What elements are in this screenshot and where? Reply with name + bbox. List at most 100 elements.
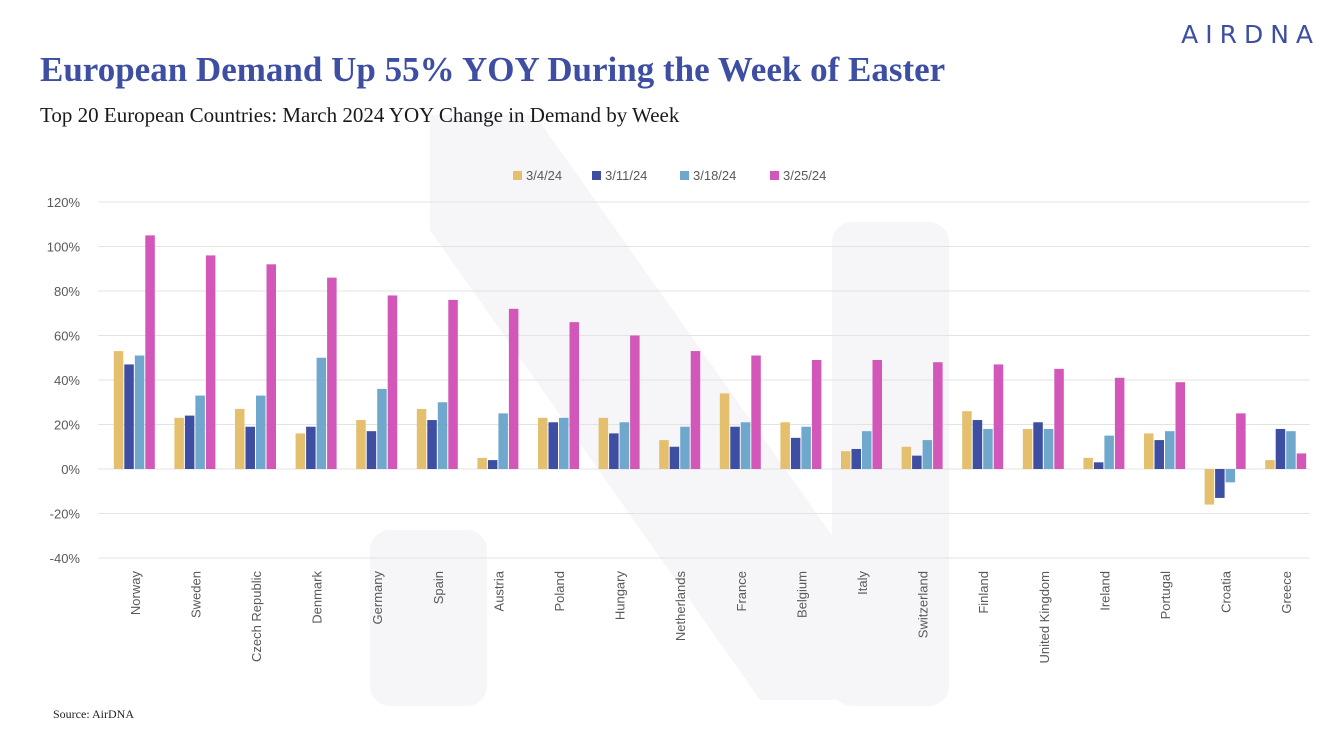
legend-swatch-3-11-24	[592, 171, 601, 180]
bar-italy-3-18-24	[862, 431, 872, 469]
y-tick-label: 40%	[54, 373, 80, 388]
legend: 3/4/24 3/11/24 3/18/24 3/25/24	[513, 168, 826, 183]
bar-portugal-3-4-24	[1144, 433, 1154, 469]
bar-norway-3-25-24	[145, 235, 155, 469]
bar-sweden-3-25-24	[205, 255, 216, 469]
bar-finland-3-4-24	[962, 411, 972, 469]
x-tick-label-germany: Germany	[370, 571, 385, 625]
bars	[113, 235, 1307, 505]
bar-germany-3-25-24	[387, 295, 398, 469]
bar-denmark-3-18-24	[316, 357, 327, 469]
bar-france-3-25-24	[751, 355, 761, 469]
bar-finland-3-11-24	[972, 420, 983, 469]
x-tick-label-spain: Spain	[431, 571, 446, 604]
bar-czech-republic-3-18-24	[256, 395, 266, 469]
legend-swatch-3-25-24	[770, 171, 779, 180]
x-tick-label-portugal: Portugal	[1158, 571, 1173, 620]
bar-austria-3-25-24	[508, 308, 519, 469]
bar-poland-3-11-24	[548, 422, 558, 469]
x-tick-label-denmark: Denmark	[310, 571, 325, 624]
legend-swatch-3-4-24	[513, 171, 522, 180]
bar-united-kingdom-3-11-24	[1033, 422, 1043, 469]
bar-italy-3-25-24	[872, 359, 882, 469]
bar-norway-3-4-24	[113, 351, 124, 469]
y-tick-label: 100%	[47, 240, 81, 255]
bar-austria-3-4-24	[477, 457, 487, 469]
bar-hungary-3-18-24	[619, 422, 630, 469]
bar-france-3-18-24	[740, 422, 751, 469]
bar-greece-3-18-24	[1286, 431, 1296, 469]
legend-swatch-3-18-24	[680, 171, 689, 180]
x-tick-label-switzerland: Switzerland	[916, 571, 931, 638]
bar-switzerland-3-18-24	[922, 440, 933, 469]
chart-subtitle: Top 20 European Countries: March 2024 YO…	[40, 103, 680, 127]
bar-france-3-11-24	[730, 426, 740, 469]
bar-greece-3-25-24	[1296, 453, 1307, 469]
bar-germany-3-18-24	[377, 388, 387, 469]
bar-italy-3-4-24	[841, 451, 851, 469]
bar-switzerland-3-11-24	[912, 455, 922, 469]
bar-spain-3-25-24	[448, 299, 458, 469]
bar-sweden-3-11-24	[184, 415, 195, 469]
x-tick-label-austria: Austria	[491, 570, 506, 611]
bar-finland-3-18-24	[983, 428, 993, 469]
source-note: Source: AirDNA	[53, 707, 134, 721]
bar-norway-3-18-24	[134, 355, 145, 469]
bar-poland-3-18-24	[559, 417, 569, 469]
bar-greece-3-11-24	[1275, 428, 1286, 469]
bar-germany-3-4-24	[356, 420, 366, 469]
bar-spain-3-11-24	[427, 420, 437, 469]
bar-germany-3-11-24	[366, 431, 377, 469]
bar-spain-3-18-24	[437, 402, 448, 469]
y-tick-label: 60%	[54, 329, 80, 344]
legend-label-3-18-24: 3/18/24	[693, 168, 736, 183]
bar-united-kingdom-3-18-24	[1043, 428, 1054, 469]
x-tick-label-norway: Norway	[128, 571, 143, 616]
bar-croatia-3-18-24	[1225, 469, 1236, 483]
x-tick-label-belgium: Belgium	[794, 571, 809, 618]
bar-portugal-3-11-24	[1154, 440, 1164, 469]
legend-label-3-11-24: 3/11/24	[605, 168, 647, 183]
bar-ireland-3-11-24	[1093, 462, 1104, 469]
gridlines	[98, 201, 1310, 559]
bar-austria-3-18-24	[498, 413, 508, 469]
bar-portugal-3-25-24	[1175, 382, 1185, 469]
x-tick-label-finland: Finland	[976, 571, 991, 614]
x-axis: Norway Sweden Czech Republic Denmark Germany…	[128, 570, 1294, 663]
y-tick-label: -40%	[50, 551, 81, 566]
bar-hungary-3-4-24	[598, 417, 609, 469]
bar-norway-3-11-24	[124, 364, 134, 469]
bar-spain-3-4-24	[416, 408, 427, 469]
bar-denmark-3-4-24	[295, 433, 306, 469]
bar-greece-3-4-24	[1265, 460, 1275, 469]
bar-denmark-3-25-24	[327, 277, 337, 469]
bar-belgium-3-25-24	[811, 359, 822, 469]
x-tick-label-ireland: Ireland	[1097, 571, 1112, 611]
bar-netherlands-3-25-24	[690, 351, 701, 469]
bar-united-kingdom-3-25-24	[1054, 368, 1064, 469]
y-axis: 120% 100% 80% 60% 40% 20% 0% -20% -40%	[47, 195, 81, 566]
bar-czech-republic-3-4-24	[235, 408, 245, 469]
x-tick-label-greece: Greece	[1279, 571, 1294, 614]
bar-portugal-3-18-24	[1165, 431, 1175, 469]
bar-belgium-3-11-24	[790, 437, 801, 469]
bar-sweden-3-4-24	[174, 417, 184, 469]
bar-poland-3-25-24	[569, 322, 579, 469]
bar-belgium-3-4-24	[780, 422, 790, 469]
bar-hungary-3-25-24	[630, 335, 640, 469]
x-tick-label-hungary: Hungary	[613, 571, 628, 621]
bar-switzerland-3-25-24	[933, 362, 943, 469]
bar-united-kingdom-3-4-24	[1022, 428, 1033, 469]
x-tick-label-poland: Poland	[552, 571, 567, 611]
x-tick-label-czech-republic: Czech Republic	[249, 571, 264, 663]
bar-sweden-3-18-24	[195, 395, 205, 469]
bar-netherlands-3-18-24	[680, 426, 690, 469]
bar-ireland-3-25-24	[1114, 377, 1125, 469]
bar-croatia-3-11-24	[1215, 469, 1225, 498]
y-tick-label: 120%	[47, 195, 81, 210]
y-tick-label: 20%	[54, 418, 80, 433]
bar-czech-republic-3-25-24	[266, 264, 276, 469]
bar-netherlands-3-4-24	[659, 440, 669, 469]
bar-netherlands-3-11-24	[669, 446, 680, 469]
